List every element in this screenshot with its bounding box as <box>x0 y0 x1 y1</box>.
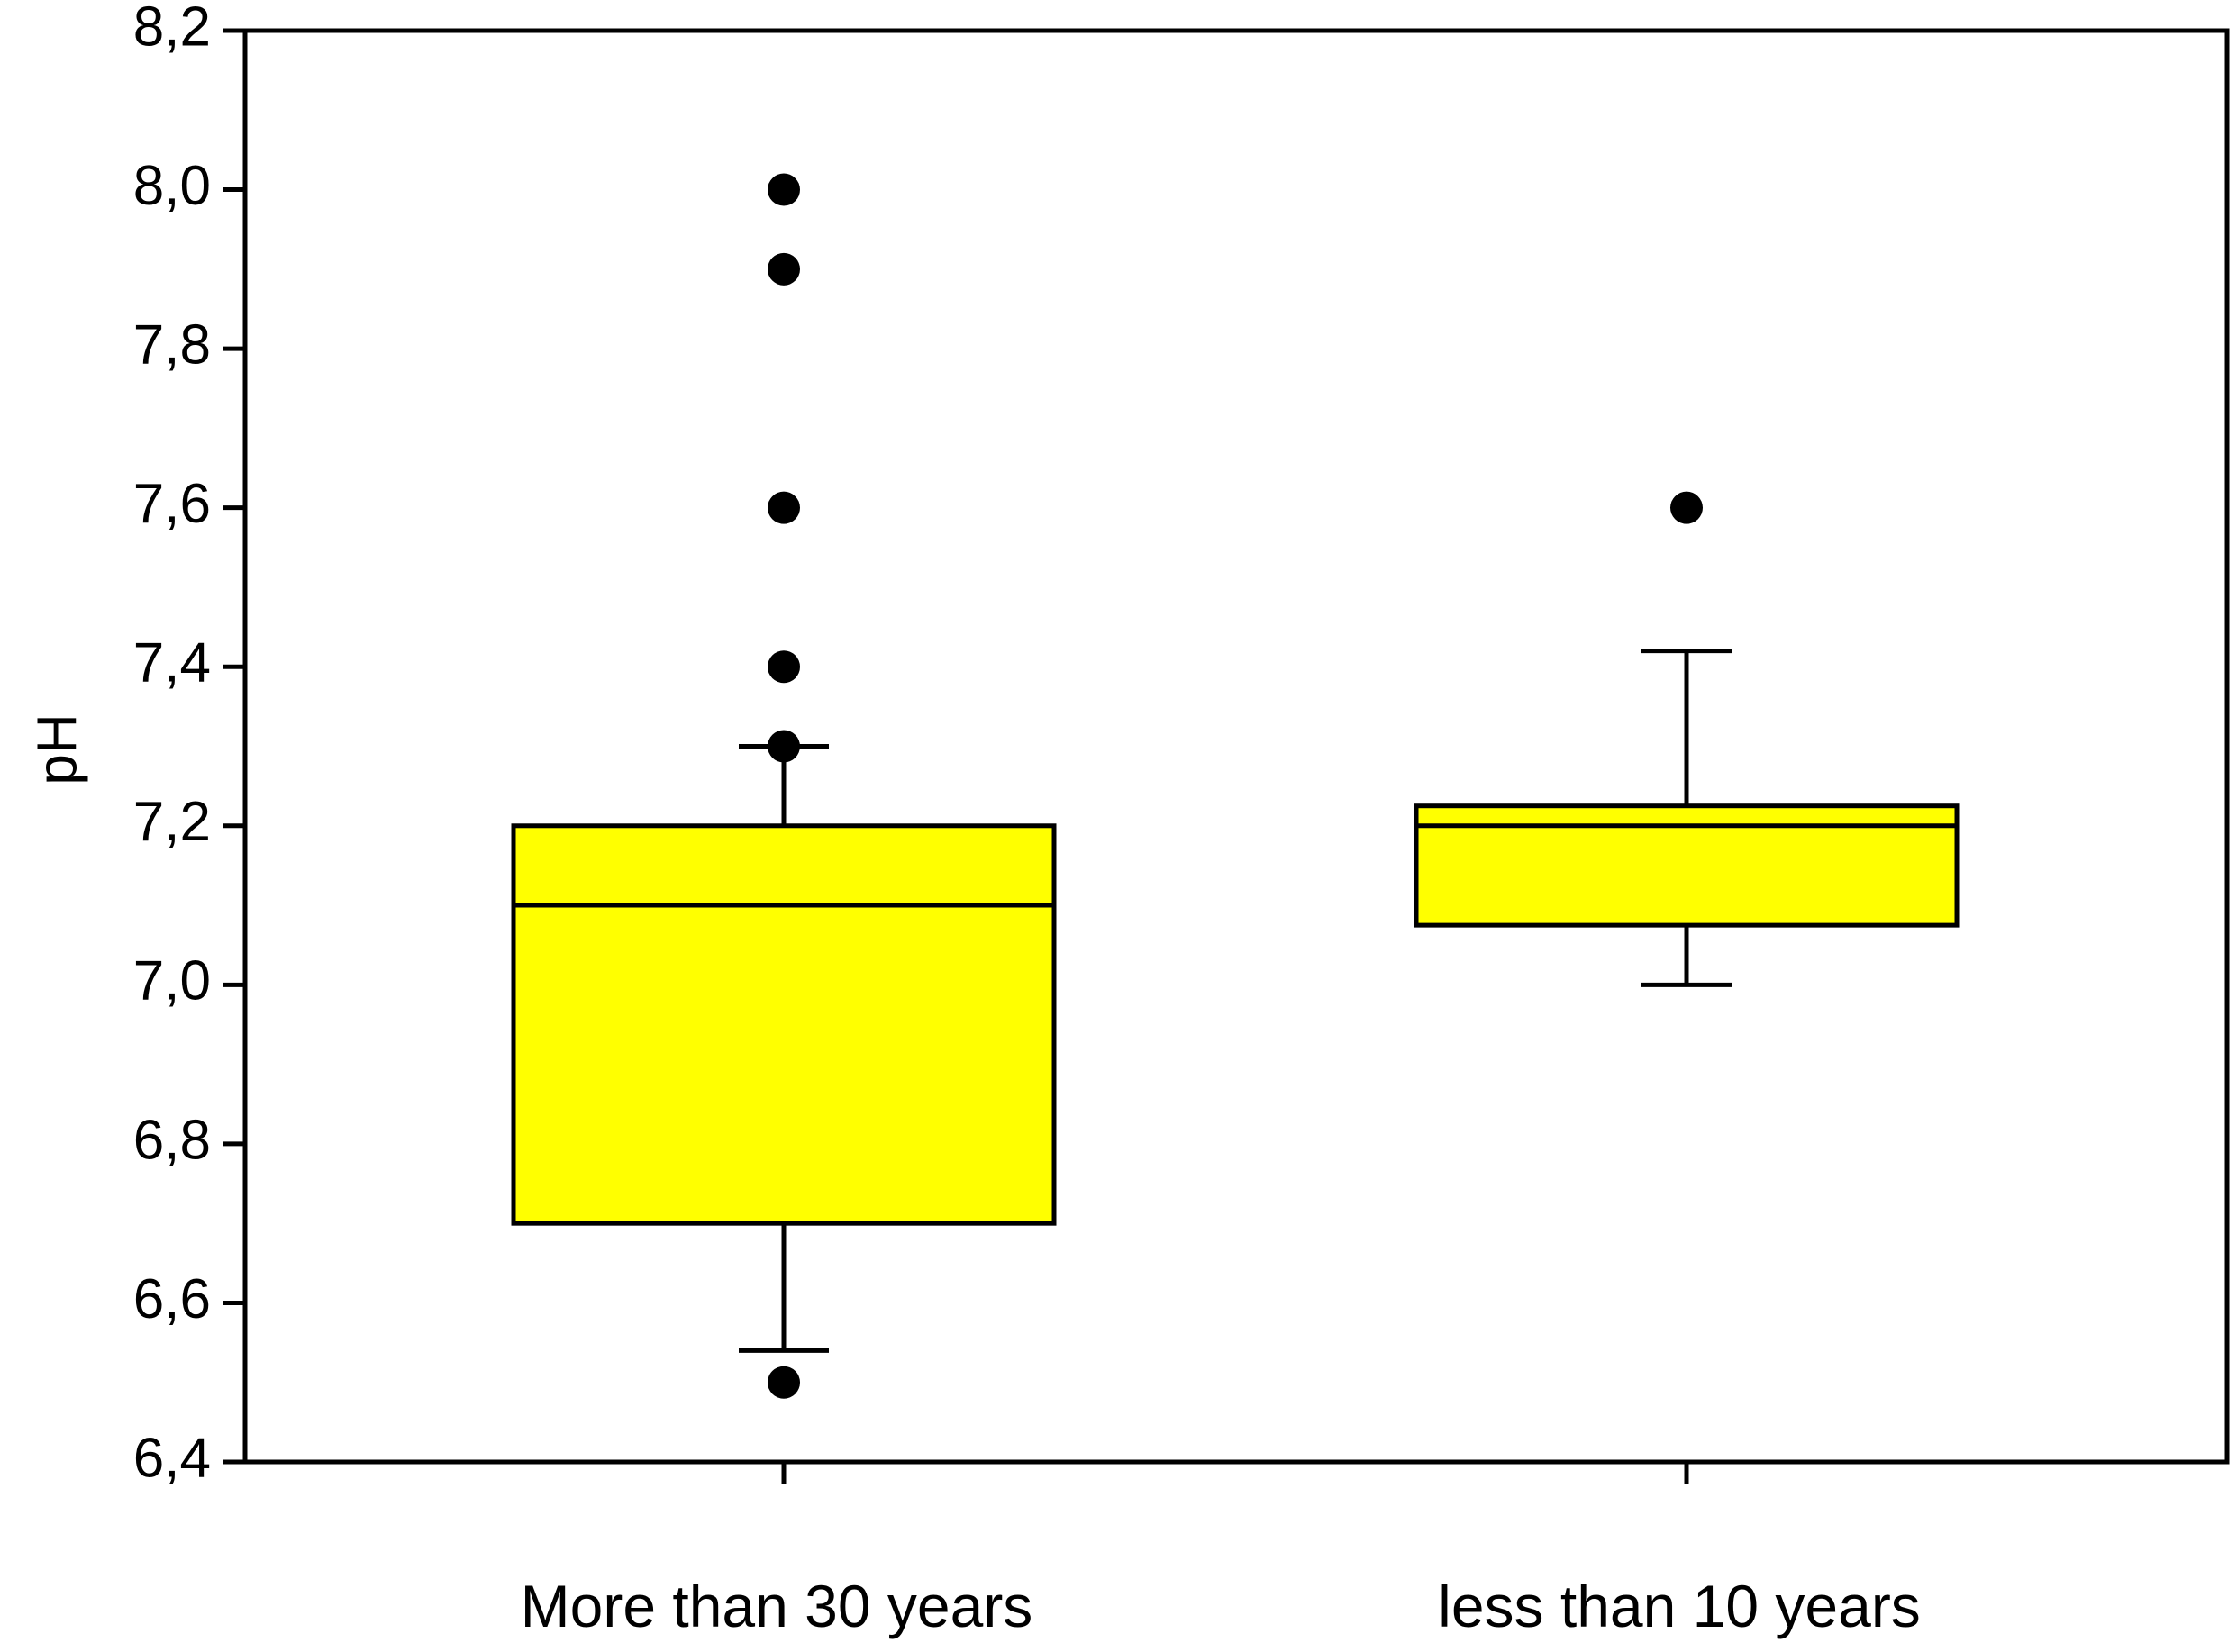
y-tick-label: 6,6 <box>133 1268 211 1330</box>
box-less-than-10-years <box>1414 491 1960 987</box>
outlier-point <box>768 491 800 524</box>
y-axis-title: pH <box>26 713 88 785</box>
outlier-point <box>1670 491 1703 524</box>
x-category-label: More than 30 years <box>521 1573 1033 1639</box>
box-series <box>511 173 1960 1399</box>
outlier-point <box>768 173 800 206</box>
y-tick-label: 7,0 <box>133 950 211 1012</box>
y-tick-label: 6,4 <box>133 1427 211 1489</box>
plot-frame-rect <box>242 28 2230 1465</box>
y-tick-label: 7,4 <box>133 632 211 694</box>
y-tick-label: 8,2 <box>133 0 211 58</box>
iqr-box <box>511 823 1057 1226</box>
y-tick-label: 6,8 <box>133 1109 211 1171</box>
y-axis: 6,4 6,6 6,8 7,0 7,2 7,4 7,6 7,8 8,0 8,2 <box>133 0 245 1489</box>
y-tick-label: 8,0 <box>133 155 211 217</box>
y-tick-label: 7,2 <box>133 791 211 853</box>
outlier-point <box>768 252 800 286</box>
plot-frame <box>242 28 2230 1465</box>
outlier-point <box>768 730 800 763</box>
outlier-point <box>768 1366 800 1399</box>
box-more-than-30-years <box>511 173 1057 1399</box>
x-axis: More than 30 years less than 10 years <box>521 1462 1921 1639</box>
y-tick-label: 7,6 <box>133 473 211 535</box>
outlier-point <box>768 650 800 684</box>
y-tick-label: 7,8 <box>133 313 211 376</box>
x-category-label: less than 10 years <box>1438 1573 1921 1639</box>
